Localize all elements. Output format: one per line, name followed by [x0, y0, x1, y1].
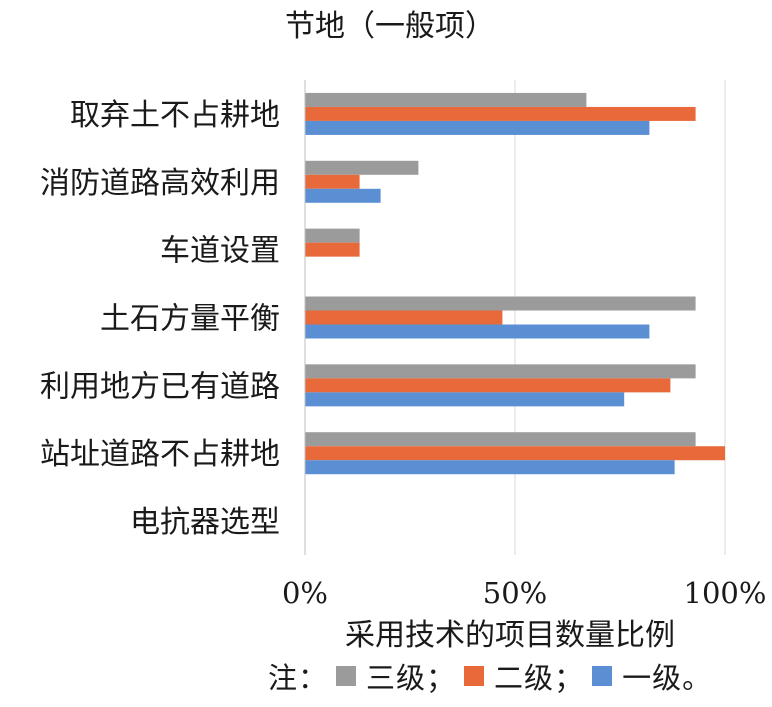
legend-prefix: 注： — [268, 661, 329, 695]
bars — [305, 92, 725, 475]
category-label: 土石方量平衡 — [100, 302, 280, 337]
category-label: 站址道路不占耕地 — [40, 437, 280, 472]
legend-label-1: 一级 — [622, 661, 683, 695]
bar-二级-1 — [305, 174, 360, 189]
chart-title: 节地（一般项） — [285, 9, 495, 44]
legend-swatch-2 — [464, 666, 485, 686]
x-tick-label: 50% — [483, 576, 547, 610]
bar-三级-3 — [305, 296, 696, 311]
legend-sep-1: ； — [426, 661, 457, 695]
legend-label-2: 二级 — [494, 661, 555, 695]
bar-二级-4 — [305, 378, 671, 393]
category-labels: 取弃土不占耕地消防道路高效利用车道设置土石方量平衡利用地方已有道路站址道路不占耕… — [40, 98, 280, 540]
bar-三级-0 — [305, 92, 587, 107]
category-label: 利用地方已有道路 — [40, 369, 280, 404]
category-label: 消防道路高效利用 — [40, 166, 280, 201]
bar-二级-5 — [305, 446, 725, 461]
x-axis-label: 采用技术的项目数量比例 — [345, 618, 675, 653]
gridlines — [514, 80, 726, 555]
bar-二级-2 — [305, 242, 360, 257]
category-label: 取弃土不占耕地 — [70, 98, 280, 133]
category-label: 车道设置 — [160, 234, 280, 269]
legend-label-3: 三级 — [366, 661, 427, 695]
legend: 注： 三级 ； 二级 ； 一级 。 — [268, 656, 712, 696]
x-tick-labels: 0% 50% 100% — [282, 576, 766, 610]
x-tick-label: 0% — [282, 576, 328, 610]
bar-一级-4 — [305, 392, 625, 407]
category-label: 电抗器选型 — [130, 505, 280, 540]
bar-二级-3 — [305, 310, 503, 325]
bar-一级-0 — [305, 120, 650, 135]
bar-二级-0 — [305, 106, 696, 121]
bar-三级-5 — [305, 432, 696, 447]
bar-三级-1 — [305, 160, 419, 175]
bar-一级-5 — [305, 460, 675, 475]
x-tick-label: 100% — [684, 576, 767, 610]
legend-sep-2: ； — [554, 661, 585, 695]
legend-swatch-1 — [592, 666, 613, 686]
bar-一级-3 — [305, 324, 650, 339]
legend-swatch-3 — [336, 666, 357, 686]
bar-三级-4 — [305, 364, 696, 379]
bar-一级-1 — [305, 188, 381, 203]
bar-三级-2 — [305, 228, 360, 243]
legend-suffix: 。 — [682, 661, 713, 695]
